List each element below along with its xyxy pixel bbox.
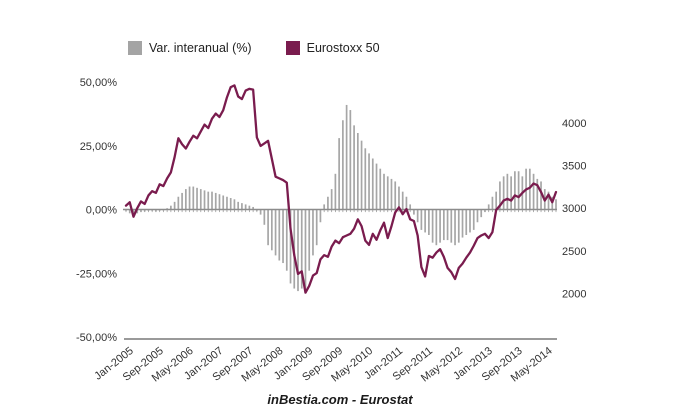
svg-text:50,00%: 50,00% xyxy=(80,77,118,89)
line-series xyxy=(124,84,558,294)
svg-text:-50,00%: -50,00% xyxy=(76,332,117,344)
y-axis-left-labels: 50,00% 25,00% 0,00% -25,00% -50,00% xyxy=(76,77,117,344)
x-axis-labels: Jan-2005Sep-2005May-2006Jan-2007Sep-2007… xyxy=(92,345,554,385)
legend-item-var-interanual: Var. interanual (%) xyxy=(128,41,252,55)
legend: Var. interanual (%) Eurostoxx 50 xyxy=(128,41,380,55)
y-axis-right-labels: 4000 3500 3000 2500 2000 xyxy=(562,118,586,301)
bar-series xyxy=(125,104,557,292)
svg-text:25,00%: 25,00% xyxy=(80,141,118,153)
line-series-swatch-icon xyxy=(285,41,300,55)
svg-text:4000: 4000 xyxy=(562,118,586,130)
legend-item-label: Eurostoxx 50 xyxy=(306,41,380,55)
svg-text:2500: 2500 xyxy=(562,246,586,258)
svg-text:3000: 3000 xyxy=(562,203,586,215)
svg-text:3500: 3500 xyxy=(562,161,586,173)
legend-item-eurostoxx: Eurostoxx 50 xyxy=(285,41,380,55)
legend-item-label: Var. interanual (%) xyxy=(149,41,252,55)
footer-source-label: inBestia.com - Eurostat xyxy=(267,392,413,407)
svg-text:-25,00%: -25,00% xyxy=(76,268,117,280)
svg-text:2000: 2000 xyxy=(562,289,586,301)
bar-series-swatch-icon xyxy=(128,41,142,55)
svg-text:0,00%: 0,00% xyxy=(86,205,117,217)
